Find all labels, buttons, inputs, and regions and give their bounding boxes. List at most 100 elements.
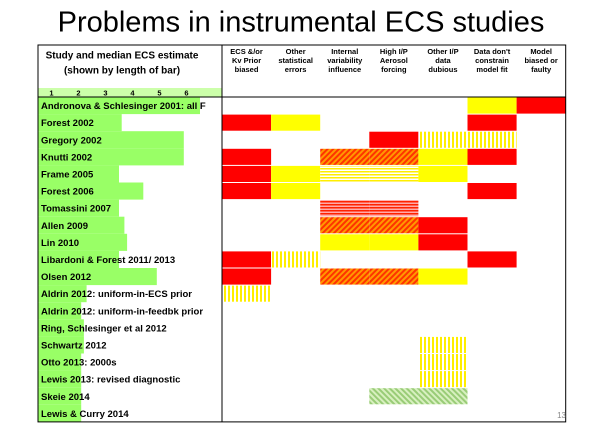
ecs-bar xyxy=(38,233,128,251)
issue-cell xyxy=(369,131,419,148)
issue-cell xyxy=(418,371,468,388)
column-header: High I/P Aerosol forcing xyxy=(380,47,408,74)
issue-cell xyxy=(222,285,272,302)
ecs-bar xyxy=(38,353,82,371)
scale-label: 1 xyxy=(49,88,53,97)
column-header: Internal variability influence xyxy=(327,47,363,74)
column-header: Other I/P data dubious xyxy=(427,47,458,74)
issue-cell xyxy=(369,388,419,405)
issue-cell xyxy=(271,251,321,268)
study-name: Frame 2005 xyxy=(41,169,94,180)
column-header-line: variability xyxy=(327,56,363,65)
study-name: Aldrin 2012: uniform-in-ECS prior xyxy=(41,289,192,300)
ecs-bar xyxy=(38,319,84,337)
issue-cell xyxy=(271,183,321,200)
study-name: Forest 2006 xyxy=(41,187,94,198)
ecs-bar xyxy=(38,131,184,149)
column-header: Other statistical errors xyxy=(278,47,313,74)
issue-cell xyxy=(418,336,468,353)
column-header-line: Model xyxy=(530,47,552,56)
column-header-line: biased xyxy=(235,65,259,74)
study-name: Otto 2013: 2000s xyxy=(41,358,117,369)
ecs-bar xyxy=(38,387,82,405)
issue-cell xyxy=(418,354,468,371)
study-name: Tomassini 2007 xyxy=(41,204,111,215)
ecs-bar xyxy=(38,370,82,388)
issue-cell xyxy=(320,200,370,217)
issue-cell xyxy=(222,183,272,200)
slide-title: Problems in instrumental ECS studies xyxy=(58,7,545,39)
study-name: Lin 2010 xyxy=(41,238,79,249)
scale-row xyxy=(38,88,222,97)
issue-cell xyxy=(369,148,419,165)
issue-cell xyxy=(222,114,272,131)
issue-cell xyxy=(418,268,468,285)
column-header-line: Other I/P xyxy=(427,47,458,56)
issue-cell xyxy=(271,165,321,182)
page-number: 13 xyxy=(557,411,566,420)
ecs-bar xyxy=(38,285,87,303)
issue-cell xyxy=(222,268,272,285)
column-header: ECS &/or Kv Prior biased xyxy=(230,47,263,74)
issue-cell xyxy=(467,148,517,165)
ecs-bar xyxy=(38,97,200,115)
column-header-line: Aerosol xyxy=(380,56,408,65)
scale-label: 5 xyxy=(157,88,161,97)
header-study-sub: (shown by length of bar) xyxy=(64,66,180,77)
ecs-bar xyxy=(38,199,119,217)
issue-cell xyxy=(271,114,321,131)
study-name: Libardoni & Forest 2011/ 2013 xyxy=(41,255,175,266)
issue-cell xyxy=(467,251,517,268)
scale-label: 6 xyxy=(184,88,188,97)
scale-label: 3 xyxy=(103,88,107,97)
issue-cell xyxy=(320,234,370,251)
study-name: Allen 2009 xyxy=(41,221,88,232)
ecs-bar xyxy=(38,216,125,234)
column-header: Data don't constrain model fit xyxy=(474,47,511,74)
column-header-line: statistical xyxy=(278,56,313,65)
column-header-line: Kv Prior xyxy=(232,56,261,65)
column-header-line: data xyxy=(435,56,451,65)
issue-cell xyxy=(418,388,468,405)
study-name: Lewis & Curry 2014 xyxy=(41,409,129,420)
ecs-bar xyxy=(38,268,157,286)
ecs-bar xyxy=(38,302,82,320)
ecs-bar xyxy=(38,148,184,166)
issue-cell xyxy=(369,234,419,251)
ecs-bar xyxy=(38,182,144,200)
column-header-line: forcing xyxy=(381,65,407,74)
issue-cell xyxy=(222,251,272,268)
column-header-line: dubious xyxy=(428,65,457,74)
column-header-line: influence xyxy=(328,65,361,74)
column-header-line: biased or xyxy=(524,56,557,65)
study-name: Olsen 2012 xyxy=(41,272,91,283)
issue-cell xyxy=(467,183,517,200)
column-header-line: model fit xyxy=(476,65,508,74)
column-header-line: Internal xyxy=(331,47,358,56)
ecs-bar xyxy=(38,336,84,354)
study-name: Forest 2002 xyxy=(41,118,94,129)
issue-cell xyxy=(418,148,468,165)
column-header-line: Data don't xyxy=(474,47,511,56)
issue-cell xyxy=(369,200,419,217)
study-name: Gregory 2002 xyxy=(41,135,102,146)
issue-cell xyxy=(320,148,370,165)
issue-cell xyxy=(467,97,517,114)
issue-cell xyxy=(320,165,370,182)
issue-cell xyxy=(222,165,272,182)
issue-cell xyxy=(467,131,517,148)
issue-cell xyxy=(320,217,370,234)
issue-cell xyxy=(418,165,468,182)
issue-cell xyxy=(418,234,468,251)
issue-cell xyxy=(516,97,566,114)
study-name: Skeie 2014 xyxy=(41,392,90,403)
column-header: Model biased or faulty xyxy=(524,47,557,74)
issue-cell xyxy=(369,217,419,234)
issue-cell xyxy=(222,148,272,165)
issue-cell xyxy=(369,165,419,182)
scale-label: 4 xyxy=(130,88,135,97)
column-header-line: High I/P xyxy=(380,47,408,56)
study-name: Schwartz 2012 xyxy=(41,340,106,351)
ecs-bar xyxy=(38,250,119,268)
